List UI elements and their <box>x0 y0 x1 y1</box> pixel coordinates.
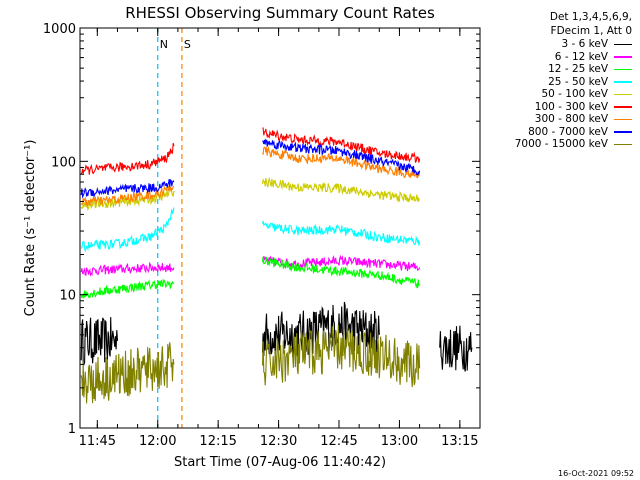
legend-entry-label: 3 - 6 keV <box>561 38 608 50</box>
legend-header-line: Det 1,3,4,5,6,9, <box>549 11 632 23</box>
series-line <box>261 324 421 388</box>
legend-entry: 12 - 25 keV <box>462 63 632 76</box>
annotation-label: S <box>184 38 191 51</box>
axes-group: 1 10 100 1000 11:45 12:00 12:15 12:30 12:45 13:00… <box>43 22 481 449</box>
series-line <box>262 127 421 164</box>
series-line <box>80 179 175 199</box>
legend-entry-label: 25 - 50 keV <box>548 75 608 88</box>
legend-entry-label: 50 - 100 keV <box>541 88 608 100</box>
legend-swatch <box>614 143 632 145</box>
legend-swatch <box>614 106 632 108</box>
legend-entry: 300 - 800 keV <box>462 113 632 126</box>
legend-entry: 100 - 300 keV <box>462 101 632 114</box>
legend-entry: 25 - 50 keV <box>462 76 632 89</box>
series-line <box>261 146 420 179</box>
x-tick-label: 12:45 <box>320 434 357 449</box>
y-tick-label: 1 <box>68 422 76 437</box>
chart-title: RHESSI Observing Summary Count Rates <box>125 4 435 22</box>
series-line <box>261 256 421 289</box>
legend-swatch <box>614 43 632 45</box>
legend-header-line: FDecim 1, Att 0 <box>550 25 632 37</box>
legend-entry-label: 100 - 300 keV <box>534 100 608 113</box>
series-line <box>80 261 175 277</box>
series-group <box>80 127 473 404</box>
series-line <box>80 183 175 208</box>
legend-swatch <box>614 68 632 70</box>
series-line <box>439 325 473 372</box>
series-line <box>80 207 175 253</box>
series-line <box>80 342 175 404</box>
legend-rows: 3 - 6 keV 6 - 12 keV 12 - 25 keV 25 - 50 ke… <box>462 38 632 151</box>
plot-frame <box>79 27 481 429</box>
series-line <box>261 176 421 203</box>
x-tick-label: 13:00 <box>381 434 418 449</box>
x-tick-label: 13:15 <box>441 434 478 449</box>
y-tick-label: 1000 <box>43 22 76 37</box>
legend-entry-label: 300 - 800 keV <box>534 113 608 125</box>
legend-entry-label: 800 - 7000 keV <box>528 125 608 138</box>
y-axis-label: Count Rate (s⁻¹ detector⁻¹) <box>23 140 38 317</box>
series-line <box>80 317 119 366</box>
annotation-label: N <box>160 38 168 51</box>
series-line <box>80 142 175 175</box>
legend: Det 1,3,4,5,6,9, FDecim 1, Att 0 3 - 6 k… <box>462 10 632 151</box>
x-tick-label: 12:00 <box>139 434 176 449</box>
x-tick-label: 12:15 <box>199 434 236 449</box>
x-tick-label: 11:45 <box>79 434 116 449</box>
legend-entry-label: 7000 - 15000 keV <box>514 138 608 150</box>
legend-entry: 6 - 12 keV <box>462 51 632 64</box>
legend-entry: 800 - 7000 keV <box>462 126 632 139</box>
x-tick-label: 12:30 <box>260 434 297 449</box>
x-axis-label: Start Time (07-Aug-06 11:40:42) <box>174 455 386 470</box>
series-line <box>262 138 421 176</box>
series-line <box>261 301 380 359</box>
series-line <box>80 278 175 299</box>
legend-swatch <box>614 81 632 83</box>
legend-entry: 50 - 100 keV <box>462 88 632 101</box>
legend-entry: 7000 - 15000 keV <box>462 138 632 151</box>
timestamp: 16-Oct-2021 09:52 <box>558 469 634 478</box>
legend-swatch <box>614 56 632 58</box>
legend-swatch <box>614 118 632 120</box>
series-line <box>261 220 421 246</box>
y-tick-label: 10 <box>59 289 76 304</box>
legend-entry: 3 - 6 keV <box>462 38 632 51</box>
legend-entry-label: 6 - 12 keV <box>554 50 608 63</box>
legend-swatch <box>614 93 632 95</box>
y-tick-label: 100 <box>51 155 76 170</box>
legend-swatch <box>614 131 632 133</box>
legend-entry-label: 12 - 25 keV <box>548 63 608 75</box>
